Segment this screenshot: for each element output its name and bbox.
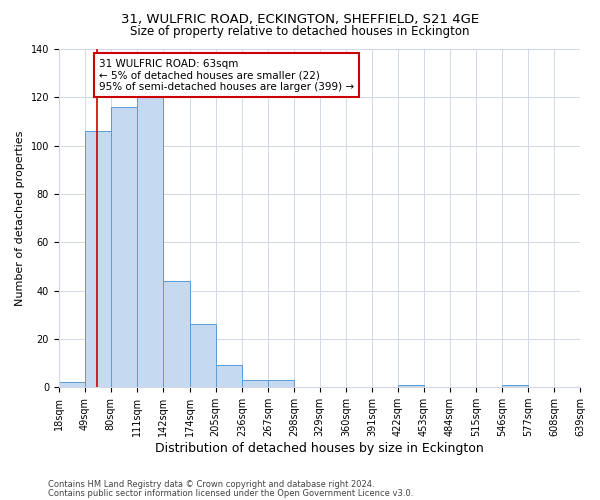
Bar — [398, 385, 424, 387]
Text: Contains HM Land Registry data © Crown copyright and database right 2024.: Contains HM Land Registry data © Crown c… — [48, 480, 374, 489]
Text: 31, WULFRIC ROAD, ECKINGTON, SHEFFIELD, S21 4GE: 31, WULFRIC ROAD, ECKINGTON, SHEFFIELD, … — [121, 12, 479, 26]
Bar — [190, 324, 216, 387]
Text: 31 WULFRIC ROAD: 63sqm
← 5% of detached houses are smaller (22)
95% of semi-deta: 31 WULFRIC ROAD: 63sqm ← 5% of detached … — [99, 58, 354, 92]
Text: Size of property relative to detached houses in Eckington: Size of property relative to detached ho… — [130, 25, 470, 38]
Bar — [502, 385, 528, 387]
Bar — [242, 380, 268, 387]
Bar — [163, 281, 190, 387]
Bar — [216, 366, 242, 387]
Bar — [268, 380, 294, 387]
Bar — [85, 131, 111, 387]
Bar — [59, 382, 85, 387]
X-axis label: Distribution of detached houses by size in Eckington: Distribution of detached houses by size … — [155, 442, 484, 455]
Y-axis label: Number of detached properties: Number of detached properties — [15, 130, 25, 306]
Bar — [111, 107, 137, 387]
Text: Contains public sector information licensed under the Open Government Licence v3: Contains public sector information licen… — [48, 488, 413, 498]
Bar — [137, 66, 163, 387]
